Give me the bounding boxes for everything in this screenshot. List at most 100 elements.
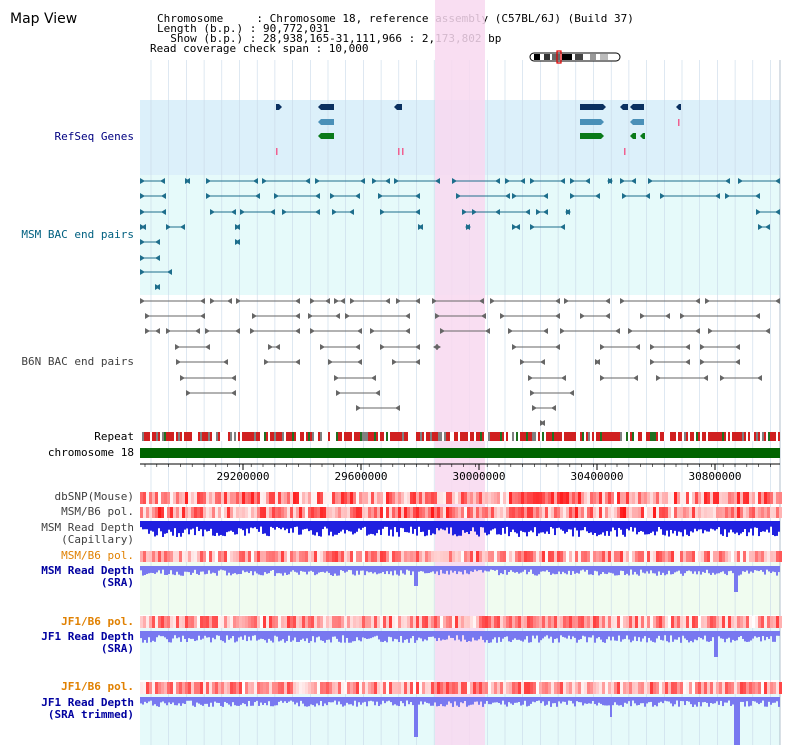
- polymorphism-cell: [317, 551, 320, 562]
- dbsnp-label[interactable]: dbSNP(Mouse): [54, 490, 134, 503]
- jf1-b6-pol-label-2[interactable]: JF1/B6 pol.: [61, 680, 134, 693]
- depth-bar: [598, 631, 600, 638]
- depth-bar: [196, 521, 198, 527]
- depth-bar: [514, 566, 516, 573]
- depth-bar: [524, 566, 526, 570]
- refseq-genes-label[interactable]: RefSeq Genes: [54, 130, 134, 143]
- polymorphism-cell: [419, 616, 422, 628]
- polymorphism-cell: [539, 682, 542, 694]
- polymorphism-cell: [476, 492, 479, 504]
- polymorphism-cell: [767, 682, 770, 694]
- depth-bar: [680, 521, 682, 533]
- depth-bar: [600, 566, 602, 575]
- depth-bar: [320, 631, 322, 641]
- b6n-bac-label[interactable]: B6N BAC end pairs: [21, 355, 134, 368]
- msm-read-depth-capillary-line1: MSM Read Depth: [41, 521, 134, 534]
- polymorphism-cell: [584, 507, 587, 518]
- depth-bar: [432, 566, 434, 572]
- polymorphism-cell: [410, 616, 413, 628]
- polymorphism-cell: [752, 616, 755, 628]
- depth-bar: [414, 566, 416, 586]
- depth-bar: [408, 631, 410, 643]
- polymorphism-cell: [698, 492, 701, 504]
- polymorphism-cell: [770, 551, 773, 562]
- polymorphism-cell: [233, 507, 236, 518]
- depth-bar: [622, 697, 624, 707]
- depth-bar: [290, 631, 292, 642]
- repeat-segment: [322, 432, 324, 441]
- depth-bar: [312, 521, 314, 535]
- depth-bar: [594, 631, 596, 643]
- depth-bar: [722, 566, 724, 572]
- polymorphism-cell: [320, 551, 323, 562]
- polymorphism-cell: [533, 682, 536, 694]
- msm-read-depth-capillary-label[interactable]: MSM Read Depth (Capillary): [41, 522, 134, 546]
- depth-bar: [360, 697, 362, 705]
- depth-bar: [764, 697, 766, 707]
- depth-bar: [514, 521, 516, 533]
- depth-bar: [260, 697, 262, 703]
- bac-end-marker: [180, 375, 185, 381]
- depth-bar: [474, 697, 476, 702]
- polymorphism-cell: [629, 616, 632, 628]
- polymorphism-cell: [233, 616, 236, 628]
- depth-bar: [158, 697, 160, 707]
- repeat-segment: [452, 432, 454, 441]
- polymorphism-cell: [179, 507, 182, 518]
- msm-read-depth-sra-label[interactable]: MSM Read Depth (SRA): [41, 565, 134, 589]
- depth-bar: [168, 566, 170, 575]
- polymorphism-cell: [167, 616, 170, 628]
- polymorphism-cell: [296, 551, 299, 562]
- polymorphism-cell: [581, 507, 584, 518]
- bac-end-marker: [479, 298, 484, 304]
- polymorphism-cell: [533, 507, 536, 518]
- depth-bar: [538, 631, 540, 643]
- depth-bar: [562, 521, 564, 531]
- msm-b6-pol-label-2[interactable]: MSM/B6 pol.: [61, 549, 134, 562]
- depth-bar: [448, 566, 450, 575]
- depth-bar: [762, 566, 764, 572]
- depth-bar: [492, 631, 494, 640]
- polymorphism-cell: [707, 507, 710, 518]
- depth-bar: [244, 697, 246, 705]
- depth-bar: [558, 521, 560, 528]
- depth-bar: [540, 631, 542, 641]
- depth-bar: [614, 697, 616, 703]
- polymorphism-cell: [740, 682, 743, 694]
- depth-bar: [284, 631, 286, 643]
- polymorphism-cell: [779, 551, 782, 562]
- repeat-segment: [214, 432, 216, 441]
- depth-bar: [308, 521, 310, 532]
- polymorphism-cell: [455, 507, 458, 518]
- depth-bar: [388, 697, 390, 701]
- bac-end-marker: [155, 284, 160, 290]
- depth-bar: [758, 566, 760, 572]
- depth-bar: [366, 566, 368, 572]
- polymorphism-cell: [161, 682, 164, 694]
- depth-bar: [392, 697, 394, 706]
- jf1-b6-pol-label-1[interactable]: JF1/B6 pol.: [61, 615, 134, 628]
- polymorphism-cell: [659, 507, 662, 518]
- depth-bar: [288, 631, 290, 636]
- depth-bar: [370, 697, 372, 701]
- depth-bar: [542, 697, 544, 702]
- repeat-segment: [748, 432, 750, 441]
- repeat-segment: [676, 432, 678, 441]
- msm-bac-label[interactable]: MSM BAC end pairs: [21, 228, 134, 241]
- depth-bar: [186, 631, 188, 642]
- depth-bar: [160, 697, 162, 703]
- depth-bar: [694, 521, 696, 529]
- depth-bar: [410, 631, 412, 639]
- polymorphism-cell: [374, 616, 377, 628]
- depth-bar: [568, 697, 570, 701]
- depth-bar: [440, 631, 442, 641]
- jf1-read-depth-trimmed-label[interactable]: JF1 Read Depth (SRA trimmed): [41, 697, 134, 721]
- jf1-read-depth-sra-label[interactable]: JF1 Read Depth (SRA): [41, 631, 134, 655]
- depth-bar: [210, 566, 212, 574]
- msm-b6-pol-label-1[interactable]: MSM/B6 pol.: [61, 505, 134, 518]
- bac-end-marker: [145, 313, 150, 319]
- depth-bar: [492, 697, 494, 703]
- polymorphism-cell: [773, 551, 776, 562]
- depth-bar: [666, 631, 668, 642]
